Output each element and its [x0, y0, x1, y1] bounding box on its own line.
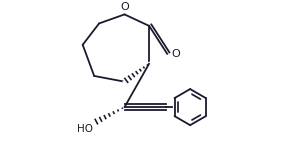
Text: HO: HO	[76, 124, 93, 134]
Text: O: O	[120, 2, 129, 12]
Text: O: O	[171, 49, 180, 59]
